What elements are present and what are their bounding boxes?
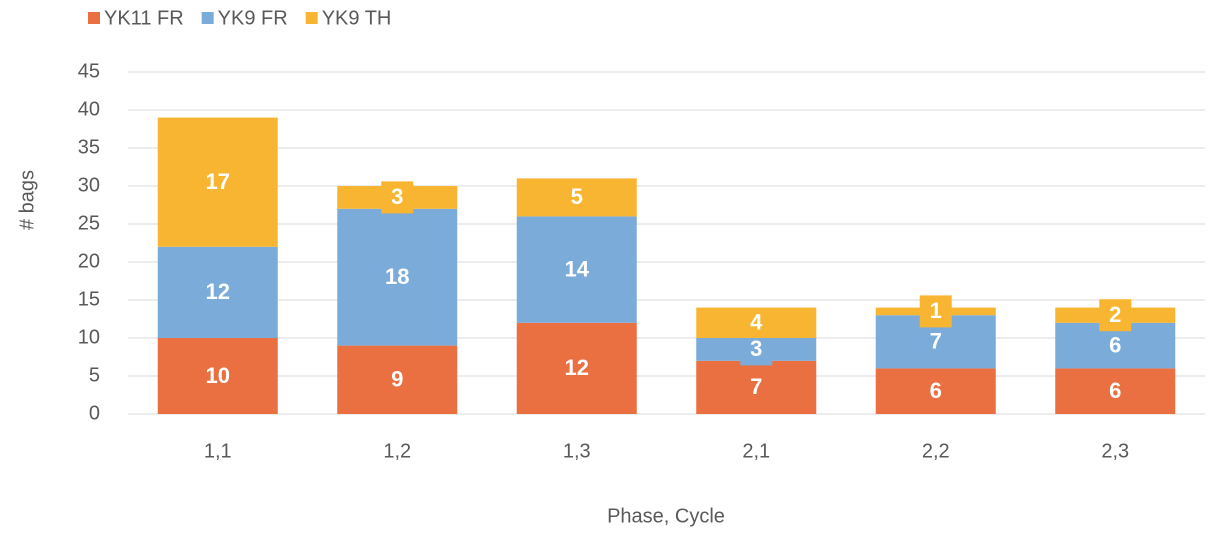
data-label: 7 <box>750 374 762 399</box>
y-tick-label: 10 <box>78 326 100 348</box>
y-tick-label: 15 <box>78 288 100 310</box>
y-tick-label: 30 <box>78 174 100 196</box>
data-label: 1 <box>930 298 942 323</box>
data-label: 12 <box>206 279 230 304</box>
data-label: 2 <box>1109 302 1121 327</box>
bar-segment <box>337 208 458 346</box>
bar-segment <box>516 216 637 323</box>
label-box <box>740 333 773 366</box>
data-label: 10 <box>206 363 230 388</box>
data-label: 14 <box>565 256 590 281</box>
y-tick-label: 5 <box>89 364 100 386</box>
data-label: 12 <box>565 355 589 380</box>
y-axis-title: # bags <box>16 170 38 230</box>
bar-segment <box>157 338 278 414</box>
x-tick-label: 1,1 <box>204 440 232 462</box>
data-label: 3 <box>750 336 762 361</box>
x-tick-label: 1,2 <box>383 440 411 462</box>
y-tick-label: 40 <box>78 98 100 120</box>
data-label: 18 <box>385 264 409 289</box>
data-label: 17 <box>206 169 230 194</box>
y-tick-label: 0 <box>89 402 100 424</box>
data-label: 3 <box>391 184 403 209</box>
x-tick-label: 2,1 <box>742 440 770 462</box>
bar-segment <box>696 307 817 338</box>
legend-label: YK9 FR <box>218 7 288 29</box>
label-box <box>1099 299 1132 332</box>
x-tick-label: 1,3 <box>563 440 591 462</box>
legend-swatch <box>201 12 214 24</box>
bar-segment <box>157 246 278 338</box>
label-box <box>381 181 414 214</box>
bar-segment <box>516 178 637 217</box>
data-label: 7 <box>930 329 942 354</box>
bar-segment <box>516 322 637 414</box>
legend-swatch <box>305 12 318 24</box>
legend-label: YK11 FR <box>104 7 184 29</box>
y-tick-label: 20 <box>78 250 100 272</box>
data-label: 4 <box>750 310 763 335</box>
data-label: 5 <box>571 184 583 209</box>
bar-segment <box>157 117 278 247</box>
y-tick-label: 35 <box>78 136 100 158</box>
bar-segment <box>696 360 817 414</box>
x-tick-label: 2,2 <box>922 440 950 462</box>
bar-segment <box>1055 368 1176 414</box>
data-label: 6 <box>1109 332 1121 357</box>
data-label: 6 <box>930 378 942 403</box>
bar-segment <box>875 368 996 414</box>
legend-swatch <box>88 12 100 24</box>
legend-label: YK9 TH <box>322 7 392 29</box>
x-tick-label: 2,3 <box>1101 440 1129 462</box>
y-tick-label: 45 <box>78 60 100 82</box>
y-tick-label: 25 <box>78 212 100 234</box>
label-box <box>919 295 952 328</box>
x-axis-title: Phase, Cycle <box>607 505 725 527</box>
data-label: 6 <box>1109 378 1121 403</box>
bar-segment <box>337 345 458 414</box>
data-label: 9 <box>391 367 403 392</box>
